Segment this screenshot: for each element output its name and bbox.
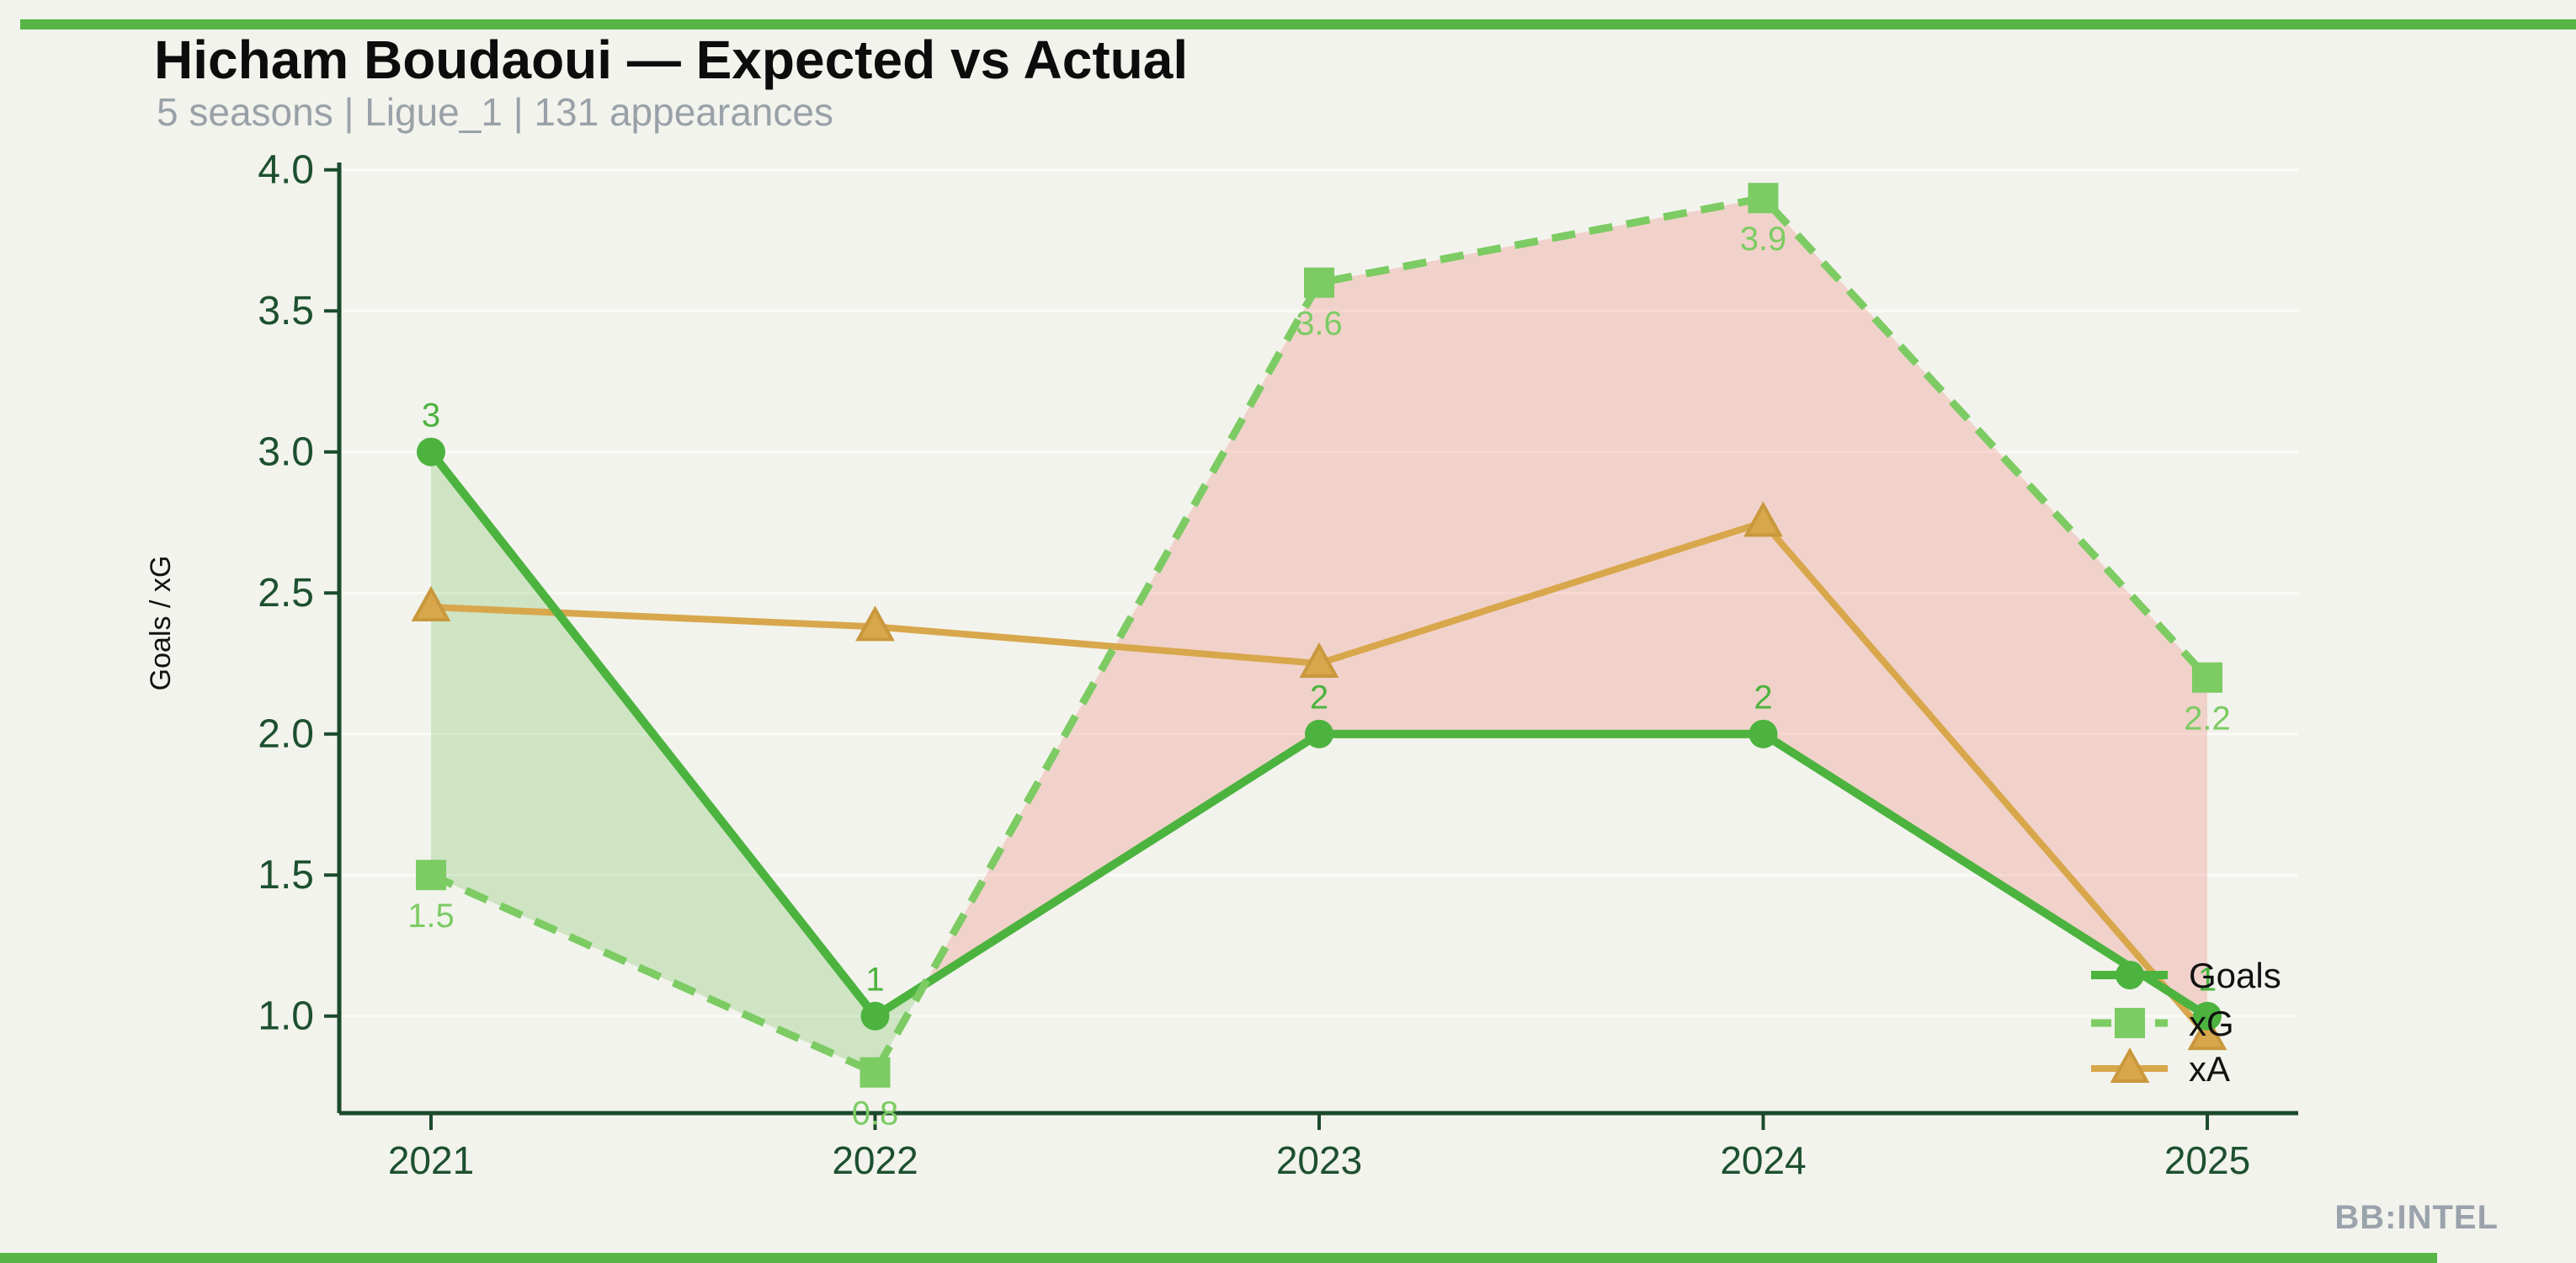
xg-point [860, 1057, 891, 1088]
page-title: Hicham Boudaoui — Expected vs Actual [154, 29, 1189, 90]
page-subtitle: 5 seasons | Ligue_1 | 131 appearances [157, 90, 833, 134]
point-label: 3.6 [1296, 306, 1343, 343]
series-xg-line [429, 194, 2211, 1077]
accent-bar-top [20, 19, 2576, 29]
goals-point [1305, 719, 1333, 749]
y-tick-label: 3.0 [258, 430, 314, 475]
xa-point [2187, 1015, 2227, 1051]
y-tick-label: 1.0 [258, 994, 314, 1039]
xg-point [1304, 267, 1334, 298]
x-tick-label: 2021 [388, 1138, 474, 1182]
goals-point [2193, 1001, 2222, 1031]
xa-point [411, 585, 451, 621]
fill-overperformance [431, 451, 925, 1073]
xa-point [855, 605, 895, 642]
accent-bar-bottom [0, 1253, 2437, 1263]
xg-point [416, 860, 446, 891]
xa-point [1743, 501, 1783, 537]
x-tick-label: 2025 [2164, 1138, 2250, 1182]
y-tick-label: 3.5 [258, 289, 314, 333]
point-label: 1 [2198, 962, 2217, 999]
y-tick-label: 2.0 [258, 712, 314, 757]
point-label: 2.2 [2184, 701, 2231, 738]
point-label: 2 [1754, 679, 1772, 717]
point-label: 1.5 [407, 898, 455, 935]
xa-point [1299, 642, 1339, 678]
y-tick-label: 2.5 [258, 571, 314, 616]
legend-label: xA [2189, 1049, 2230, 1089]
watermark-text: BB:INTEL [2334, 1199, 2499, 1236]
legend-marker [2116, 961, 2144, 989]
y-tick-label: 4.0 [258, 148, 314, 193]
legend-label: xG [2189, 1004, 2234, 1043]
legend-label: Goals [2189, 956, 2281, 995]
legend-marker [2115, 1008, 2145, 1038]
point-label: 2 [1310, 679, 1328, 717]
x-tick-label: 2024 [1720, 1138, 1806, 1182]
x-tick-label: 2023 [1276, 1138, 1362, 1182]
point-label: 1 [865, 962, 884, 999]
point-label: 0.8 [852, 1095, 899, 1132]
y-axis-title: Goals / xG [145, 556, 177, 691]
xg-point [1748, 183, 1779, 214]
goals-point [1748, 719, 1778, 749]
legend-marker [2110, 1047, 2150, 1083]
y-tick-label: 1.5 [258, 853, 314, 898]
xg-point [2192, 662, 2222, 693]
point-label: 3.9 [1740, 221, 1787, 258]
goals-point [417, 437, 445, 466]
x-tick-label: 2022 [832, 1138, 918, 1182]
point-label: 3 [422, 397, 440, 434]
goals-point [860, 1001, 890, 1031]
